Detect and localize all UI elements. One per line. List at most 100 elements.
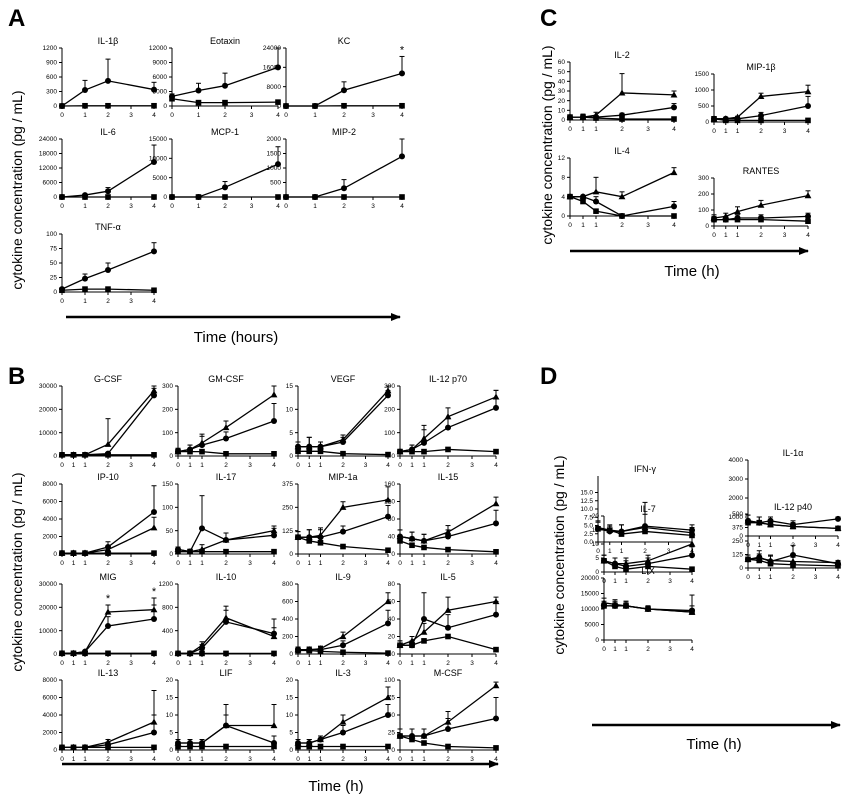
data-point-square <box>271 451 277 457</box>
y-tick-label: 120 <box>384 499 395 506</box>
subplot-il-6: 0 6000 12000 18000 24000 0 1 2 3 4 IL-6 <box>39 127 157 210</box>
x-tick-label: 4 <box>152 660 156 667</box>
series-line-circle <box>172 163 279 198</box>
x-tick-label: 3 <box>371 203 375 210</box>
y-tick-label: 50 <box>50 260 58 267</box>
data-point-square <box>151 550 157 556</box>
data-point-triangle <box>618 193 626 200</box>
data-point-triangle <box>618 89 626 96</box>
y-tick-label: 1500 <box>695 71 710 78</box>
x-tick-label: 4 <box>386 560 390 567</box>
x-tick-label: 3 <box>248 756 252 763</box>
x-tick-label: 1 <box>83 203 87 210</box>
data-point-circle <box>493 404 499 411</box>
data-point-square <box>399 102 405 109</box>
data-point-circle <box>82 87 88 94</box>
data-point-square <box>421 638 427 644</box>
x-tick-label: 1 <box>410 462 414 469</box>
x-tick-label: 2 <box>341 560 345 567</box>
data-point-triangle <box>339 632 347 640</box>
y-tick-label: 20 <box>166 677 174 684</box>
subplot-title: G-CSF <box>94 374 123 384</box>
data-point-square <box>493 646 499 653</box>
subplot-gm-csf: 0 100 200 300 0 1 1 2 3 4 GM-CSF <box>162 374 278 469</box>
y-tick-label: 12000 <box>39 165 57 172</box>
subplot-title: MIP-2 <box>332 127 356 137</box>
x-tick-label: 2 <box>106 298 110 305</box>
y-tick-label: 30000 <box>39 383 57 390</box>
y-tick-label: 0 <box>163 194 167 201</box>
data-point-square <box>835 563 841 569</box>
data-point-triangle <box>270 391 278 398</box>
subplot-title: IL-3 <box>335 668 351 678</box>
data-point-square <box>340 543 346 550</box>
x-tick-label: 0 <box>398 660 402 667</box>
data-point-circle <box>151 86 157 93</box>
data-point-square <box>619 116 625 122</box>
data-point-square <box>59 452 65 458</box>
x-tick-label: 3 <box>364 756 368 763</box>
data-point-square <box>623 603 629 609</box>
data-point-triangle <box>270 527 278 534</box>
data-point-circle <box>199 525 205 532</box>
data-point-triangle <box>420 434 428 442</box>
x-tick-label: 2 <box>106 462 110 469</box>
series-line-circle <box>178 621 275 655</box>
data-point-square <box>397 733 403 739</box>
data-point-circle <box>805 213 811 220</box>
x-tick-label: 3 <box>129 203 133 210</box>
y-tick-label: 8000 <box>267 84 282 91</box>
x-tick-label: 1 <box>410 756 414 763</box>
y-tick-label: 600 <box>46 74 57 81</box>
y-tick-label: 0 <box>53 194 57 201</box>
x-tick-label: 4 <box>386 756 390 763</box>
x-tick-label: 1 <box>197 203 201 210</box>
panel-b-ylabel: cytokine concentration (pg / mL) <box>9 472 25 671</box>
x-tick-label: 0 <box>296 560 300 567</box>
y-tick-label: 80 <box>388 516 396 523</box>
data-point-square <box>82 744 88 751</box>
data-point-triangle <box>420 628 428 635</box>
y-tick-label: 15 <box>166 695 174 702</box>
y-tick-label: 0 <box>739 533 743 540</box>
data-point-triangle <box>734 208 741 215</box>
y-tick-label: 30000 <box>39 581 57 588</box>
x-tick-label: 2 <box>446 462 450 469</box>
data-point-square <box>82 194 88 200</box>
data-point-triangle <box>222 721 230 729</box>
data-point-circle <box>385 620 391 627</box>
y-tick-label: 125 <box>282 528 293 535</box>
x-tick-label: 2 <box>224 560 228 567</box>
x-tick-label: 1 <box>736 232 740 239</box>
y-tick-label: 100 <box>162 430 173 437</box>
x-tick-label: 3 <box>250 112 254 119</box>
y-tick-label: 6000 <box>43 499 58 506</box>
data-point-circle <box>421 616 427 622</box>
x-tick-label: 2 <box>446 660 450 667</box>
data-point-square <box>59 550 65 556</box>
y-tick-label: 5.0 <box>584 523 593 530</box>
data-point-square <box>151 650 157 657</box>
x-tick-label: 4 <box>400 112 404 119</box>
x-tick-label: 0 <box>176 660 180 667</box>
subplot-title: VEGF <box>331 374 356 384</box>
data-point-square <box>756 519 763 526</box>
data-point-square <box>758 216 764 223</box>
data-point-triangle <box>150 606 158 613</box>
y-tick-label: 75 <box>388 695 396 702</box>
x-tick-label: 1 <box>319 560 323 567</box>
series-line-square <box>171 98 279 104</box>
data-point-square <box>312 103 318 109</box>
data-point-square <box>151 287 157 294</box>
data-point-circle <box>493 520 499 527</box>
data-point-square <box>493 448 499 455</box>
x-tick-label: 4 <box>152 462 156 469</box>
data-point-square <box>199 650 205 657</box>
x-tick-label: 0 <box>296 660 300 667</box>
data-point-square <box>409 542 415 549</box>
data-point-square <box>283 103 289 109</box>
series-line-circle <box>61 161 155 198</box>
data-point-triangle <box>592 188 600 195</box>
x-tick-label: 1 <box>422 660 426 667</box>
data-point-triangle <box>757 92 765 99</box>
